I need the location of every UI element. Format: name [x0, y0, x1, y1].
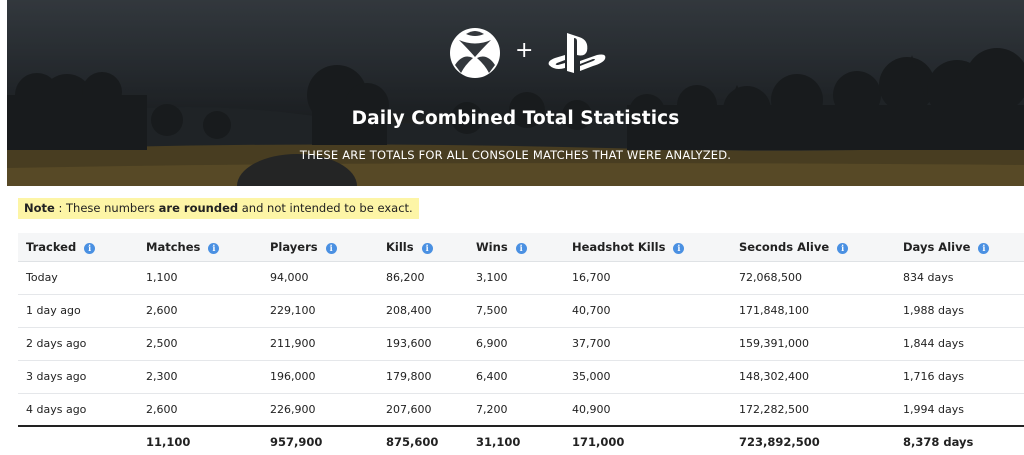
note-rest: and not intended to be exact. [238, 201, 413, 215]
info-icon[interactable]: i [837, 242, 849, 254]
info-icon[interactable]: i [325, 242, 337, 254]
xbox-logo-icon [450, 28, 500, 78]
table-row: 1 day ago 2,600 229,100 208,400 7,500 40… [18, 294, 1024, 327]
cell-days-alive: 1,844 days [903, 337, 964, 350]
cell-seconds-alive: 159,391,000 [739, 337, 809, 350]
cell-days-alive: 1,716 days [903, 370, 964, 383]
total-wins: 31,100 [476, 434, 521, 449]
info-icon[interactable]: i [673, 242, 685, 254]
info-icon[interactable]: i [515, 242, 527, 254]
plus-sign: + [515, 38, 534, 63]
table-row: 2 days ago 2,500 211,900 193,600 6,900 3… [18, 327, 1024, 360]
cell-tracked: 1 day ago [26, 304, 81, 317]
column-header-seconds-alive: Seconds Alive i [731, 233, 895, 262]
table-row: Today 1,100 94,000 86,200 3,100 16,700 7… [18, 261, 1024, 294]
cell-seconds-alive: 72,068,500 [739, 271, 802, 284]
cell-tracked: 3 days ago [26, 370, 87, 383]
total-players: 957,900 [270, 434, 323, 449]
cell-days-alive: 834 days [903, 271, 954, 284]
note-emphasis: are rounded [158, 201, 239, 215]
cell-matches: 2,300 [146, 370, 178, 383]
total-headshot-kills: 171,000 [572, 434, 625, 449]
note-separator: : These numbers [54, 201, 159, 215]
total-matches: 11,100 [146, 434, 191, 449]
page-subtitle: THESE ARE TOTALS FOR ALL CONSOLE MATCHES… [299, 148, 732, 162]
column-header-players: Players i [262, 233, 378, 262]
table-row: 4 days ago 2,600 226,900 207,600 7,200 4… [18, 393, 1024, 426]
total-tracked [18, 426, 138, 455]
cell-headshot-kills: 37,700 [572, 337, 611, 350]
table-header-row: Tracked i Matches i Players i Kills i Wins i … [18, 233, 1024, 262]
cell-kills: 207,600 [386, 402, 432, 416]
info-icon[interactable]: i [208, 242, 220, 254]
cell-days-alive: 1,994 days [903, 402, 964, 416]
total-days-alive: 8,378 days [903, 434, 974, 449]
cell-kills: 193,600 [386, 337, 432, 350]
column-header-matches: Matches i [138, 233, 262, 262]
rounding-note: Note : These numbers are rounded and not… [18, 198, 419, 219]
info-icon[interactable]: i [978, 242, 990, 254]
cell-seconds-alive: 148,302,400 [739, 370, 809, 383]
column-header-wins: Wins i [468, 233, 564, 262]
cell-headshot-kills: 35,000 [572, 370, 611, 383]
column-header-kills: Kills i [378, 233, 468, 262]
cell-matches: 2,600 [146, 304, 178, 317]
cell-seconds-alive: 172,282,500 [739, 402, 809, 416]
cell-headshot-kills: 16,700 [572, 271, 611, 284]
platform-logos: + [7, 27, 1024, 83]
cell-players: 211,900 [270, 337, 316, 350]
page-title: Daily Combined Total Statistics [351, 108, 680, 129]
cell-headshot-kills: 40,900 [572, 402, 611, 416]
cell-players: 229,100 [270, 304, 316, 317]
cell-kills: 179,800 [386, 370, 432, 383]
column-header-tracked: Tracked i [18, 233, 138, 262]
totals-row: 11,100 957,900 875,600 31,100 171,000 72… [18, 426, 1024, 455]
cell-wins: 7,500 [476, 304, 508, 317]
cell-tracked: Today [26, 271, 58, 284]
total-kills: 875,600 [386, 434, 439, 449]
cell-headshot-kills: 40,700 [572, 304, 611, 317]
cell-players: 196,000 [270, 370, 316, 383]
column-header-days-alive: Days Alive i [895, 233, 1024, 262]
playstation-logo-icon [548, 33, 606, 73]
cell-tracked: 2 days ago [26, 337, 87, 350]
info-icon[interactable]: i [84, 242, 96, 254]
cell-wins: 7,200 [476, 402, 508, 416]
cell-matches: 2,600 [146, 402, 178, 416]
cell-wins: 6,400 [476, 370, 508, 383]
cell-seconds-alive: 171,848,100 [739, 304, 809, 317]
info-icon[interactable]: i [421, 242, 433, 254]
cell-players: 226,900 [270, 402, 316, 416]
cell-tracked: 4 days ago [26, 402, 87, 416]
cell-wins: 3,100 [476, 271, 508, 284]
cell-wins: 6,900 [476, 337, 508, 350]
total-seconds-alive: 723,892,500 [739, 434, 820, 449]
note-label: Note [24, 201, 55, 215]
hero-background-image [7, 48, 1024, 186]
cell-matches: 1,100 [146, 271, 178, 284]
cell-players: 94,000 [270, 271, 309, 284]
column-header-headshot-kills: Headshot Kills i [564, 233, 731, 262]
daily-stats-table: Tracked i Matches i Players i Kills i Wins i … [18, 233, 1024, 455]
table-row: 3 days ago 2,300 196,000 179,800 6,400 3… [18, 360, 1024, 393]
cell-matches: 2,500 [146, 337, 178, 350]
hero-banner: + Daily Combined Total Statistics THESE … [7, 0, 1024, 186]
cell-kills: 208,400 [386, 304, 432, 317]
cell-days-alive: 1,988 days [903, 304, 964, 317]
cell-kills: 86,200 [386, 271, 425, 284]
